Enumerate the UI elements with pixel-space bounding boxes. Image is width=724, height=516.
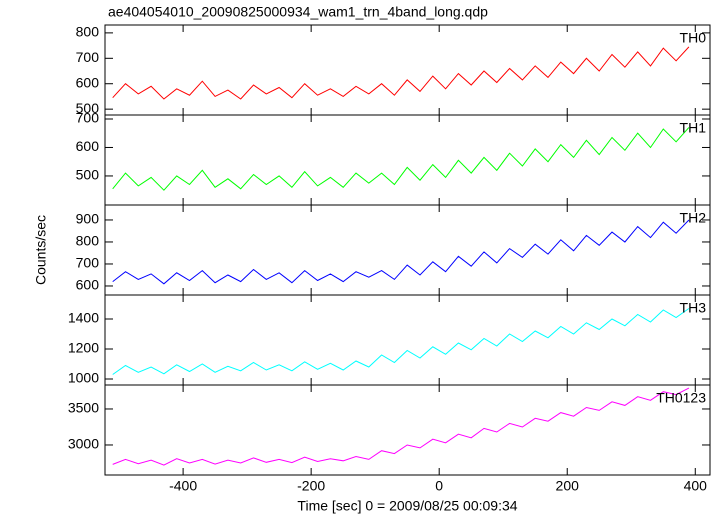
panel-frame — [104, 204, 711, 296]
x-axis-label: Time [sec] 0 = 2009/08/25 00:09:34 — [297, 498, 517, 514]
panel-frame — [104, 384, 711, 476]
panel-frame — [104, 114, 711, 206]
y-tick-label: 500 — [76, 100, 100, 116]
panel-frame — [104, 294, 711, 386]
y-tick-label: 700 — [76, 49, 100, 65]
y-tick-label: 800 — [76, 233, 100, 249]
x-tick-label: 400 — [684, 478, 708, 494]
series-label: TH3 — [680, 300, 707, 316]
data-line — [112, 219, 690, 285]
y-tick-label: 600 — [76, 74, 100, 90]
y-tick-label: 800 — [76, 24, 100, 40]
y-tick-label: 3500 — [68, 400, 99, 416]
y-tick-label: 1200 — [68, 340, 99, 356]
y-tick-label: 1400 — [68, 310, 99, 326]
data-line — [112, 308, 690, 375]
series-label: TH1 — [680, 120, 707, 136]
y-tick-label: 3000 — [68, 436, 99, 452]
x-tick-label: 0 — [435, 478, 443, 494]
x-tick-label: 200 — [556, 478, 580, 494]
x-tick-label: -400 — [169, 478, 197, 494]
y-tick-label: 700 — [76, 255, 100, 271]
chart-title: ae404054010_20090825000934_wam1_trn_4ban… — [108, 4, 488, 20]
data-line — [112, 46, 690, 100]
data-line — [112, 387, 690, 466]
series-label: TH0 — [680, 30, 707, 46]
y-tick-label: 900 — [76, 211, 100, 227]
y-tick-label: 600 — [76, 277, 100, 293]
y-tick-label: 1000 — [68, 370, 99, 386]
series-label: TH0123 — [656, 390, 706, 406]
x-tick-label: -200 — [297, 478, 325, 494]
series-label: TH2 — [680, 210, 707, 226]
y-tick-label: 600 — [76, 138, 100, 154]
y-axis-label: Counts/sec — [33, 215, 49, 285]
data-line — [112, 127, 690, 191]
y-tick-label: 500 — [76, 167, 100, 183]
panel-frame — [104, 24, 711, 116]
y-tick-label: 700 — [76, 110, 100, 126]
